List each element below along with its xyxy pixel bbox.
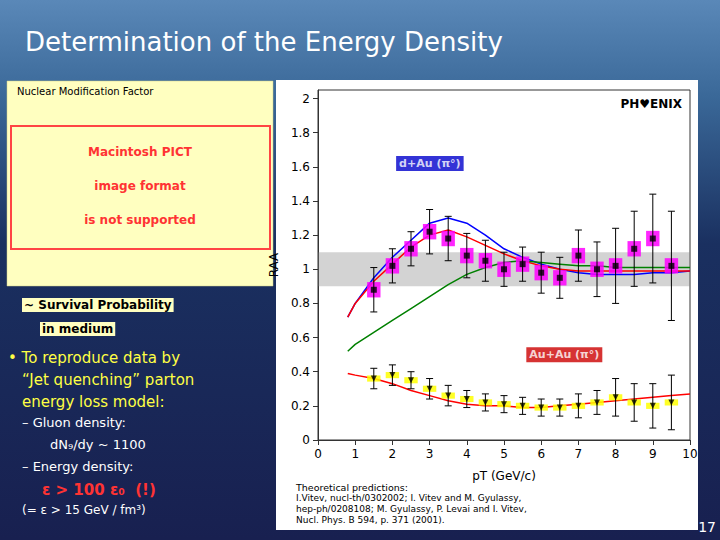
svg-text:image format: image format (94, 179, 186, 193)
svg-text:pT (GeV/c): pT (GeV/c) (472, 469, 536, 483)
svg-text:PH♥ENIX: PH♥ENIX (620, 97, 682, 111)
svg-text:RAA: RAA (267, 252, 281, 277)
svg-text:2: 2 (389, 447, 397, 461)
svg-text:0: 0 (314, 447, 322, 461)
svg-text:2: 2 (302, 92, 310, 106)
svg-text:0: 0 (302, 433, 310, 447)
svg-text:“Jet quenching” parton: “Jet quenching” parton (22, 371, 194, 389)
svg-text:6: 6 (537, 447, 545, 461)
svg-text:Determination of the Energy De: Determination of the Energy Density (25, 27, 503, 57)
svg-text:ε > 100 ε₀ (!): ε > 100 ε₀ (!) (42, 481, 156, 499)
svg-text:Theoretical predictions:: Theoretical predictions: (295, 482, 408, 493)
svg-text:– Gluon density:: – Gluon density: (22, 415, 126, 430)
svg-text:3: 3 (426, 447, 434, 461)
svg-text:5: 5 (500, 447, 508, 461)
svg-text:0.8: 0.8 (291, 296, 310, 310)
svg-text:~ Survival Probability: ~ Survival Probability (24, 298, 172, 312)
svg-text:0.2: 0.2 (291, 399, 310, 413)
svg-text:8: 8 (612, 447, 620, 461)
svg-text:Au+Au (π°): Au+Au (π°) (529, 348, 599, 361)
svg-text:1: 1 (302, 262, 310, 276)
svg-text:10: 10 (682, 447, 697, 461)
svg-text:4: 4 (463, 447, 471, 461)
svg-text:1: 1 (351, 447, 359, 461)
svg-text:Macintosh PICT: Macintosh PICT (88, 145, 193, 159)
svg-text:1.4: 1.4 (291, 194, 310, 208)
svg-text:0.6: 0.6 (291, 331, 310, 345)
svg-text:is not supported: is not supported (84, 213, 196, 227)
svg-text:Nuclear Modification Factor: Nuclear Modification Factor (17, 86, 154, 97)
svg-text:9: 9 (649, 447, 657, 461)
svg-text:dN₉/dy ~ 1100: dN₉/dy ~ 1100 (50, 437, 146, 452)
svg-text:7: 7 (575, 447, 583, 461)
svg-text:Nucl. Phys. B 594, p. 371 (200: Nucl. Phys. B 594, p. 371 (2001). (296, 515, 445, 525)
svg-text:– Energy density:: – Energy density: (22, 459, 133, 474)
svg-text:17: 17 (698, 519, 716, 535)
svg-text:d+Au (π°): d+Au (π°) (399, 157, 461, 170)
svg-text:in medium: in medium (42, 322, 113, 336)
svg-text:(= ε > 15 GeV / fm³): (= ε > 15 GeV / fm³) (22, 503, 146, 517)
svg-text:1.2: 1.2 (291, 228, 310, 242)
svg-text:0.4: 0.4 (291, 365, 310, 379)
svg-text:hep-ph/0208108; M. Gyulassy, P: hep-ph/0208108; M. Gyulassy, P. Levai an… (296, 504, 527, 514)
svg-text:I.Vitev, nucl-th/0302002; I. V: I.Vitev, nucl-th/0302002; I. Vitev and M… (296, 493, 521, 503)
svg-text:• To reproduce data by: • To reproduce data by (8, 349, 180, 367)
svg-text:1.6: 1.6 (291, 160, 310, 174)
svg-text:1.8: 1.8 (291, 126, 310, 140)
svg-text:energy loss model:: energy loss model: (22, 393, 165, 411)
